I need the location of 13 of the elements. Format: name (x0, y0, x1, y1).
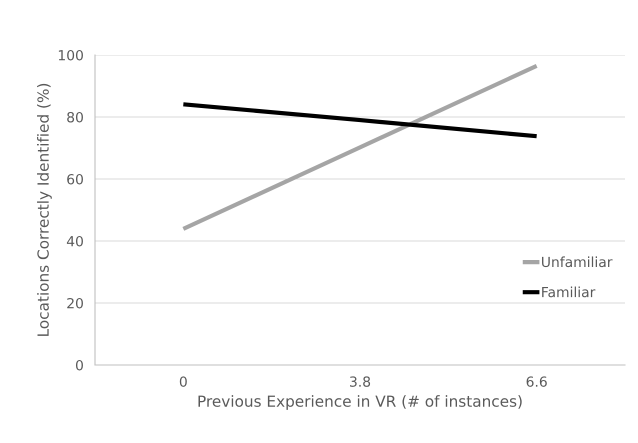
legend-label: Familiar (542, 286, 596, 298)
y-tick-label: 40 (66, 236, 83, 246)
x-axis-title: Previous Experience in VR (# of instances) (198, 395, 522, 410)
y-tick-label: 100 (58, 50, 83, 60)
x-tick-label: 0 (180, 376, 187, 387)
x-tick-label: 6.6 (526, 376, 547, 387)
y-tick-label: 60 (67, 174, 83, 184)
y-tick-label: 80 (67, 112, 83, 122)
y-tick-label: 20 (67, 298, 83, 308)
x-tick-label: 3.8 (350, 376, 370, 387)
legend-label: Unfamiliar (542, 256, 613, 268)
y-tick-label: 0 (76, 360, 83, 370)
y-axis-title: Locations Correctly Identified (%) (37, 84, 52, 336)
